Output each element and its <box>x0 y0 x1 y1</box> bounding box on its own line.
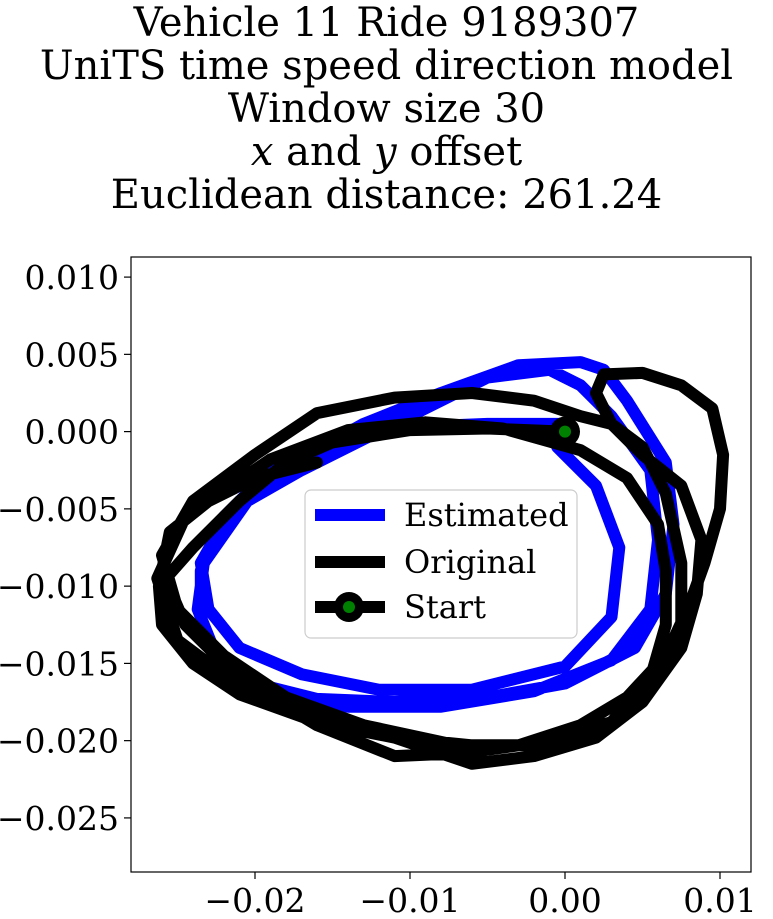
legend-start-label: Start <box>404 588 486 626</box>
legend: Estimated Original Start <box>304 489 578 639</box>
y-tick-label: 0.000 <box>25 413 119 452</box>
start-point-inner <box>559 425 571 438</box>
x-tick-label: −0.01 <box>359 881 460 919</box>
title-line-3: Window size 30 <box>227 86 546 132</box>
legend-start-marker-inner <box>343 601 355 613</box>
title-y-symbol: y <box>374 129 397 175</box>
chart-title: Vehicle 11 Ride 9189307 UniTS time speed… <box>0 2 773 217</box>
data-layer <box>151 356 730 770</box>
y-tick-label: 0.010 <box>25 258 119 297</box>
x-tick-label: −0.02 <box>204 881 305 919</box>
axes-frame <box>130 256 752 873</box>
legend-estimated-label: Estimated <box>404 496 569 534</box>
y-tick-label: 0.005 <box>25 335 119 374</box>
title-offset-word: offset <box>396 129 523 175</box>
title-x-symbol: x <box>250 129 274 175</box>
y-tick-label: −0.020 <box>0 722 119 761</box>
y-tick-label: −0.025 <box>0 799 119 838</box>
y-axis: 0.010 0.005 0.000 −0.005 −0.010 −0.015 −0.020 −… <box>0 258 131 838</box>
x-tick-label: 0.01 <box>683 881 756 919</box>
y-tick-label: −0.005 <box>0 490 119 529</box>
y-tick-label: −0.015 <box>0 644 119 683</box>
title-line-2: UniTS time speed direction model <box>39 43 734 89</box>
series-original-line <box>151 366 730 770</box>
y-tick-label: −0.010 <box>0 567 119 606</box>
legend-original-label: Original <box>404 543 536 581</box>
title-and-word: and <box>273 129 375 175</box>
title-line-4: x and y offset <box>0 131 773 174</box>
x-axis: −0.02 −0.01 0.00 0.01 <box>204 872 757 919</box>
title-line-1: Vehicle 11 Ride 9189307 <box>133 0 640 46</box>
x-tick-label: 0.00 <box>528 881 601 919</box>
title-line-5: Euclidean distance: 261.24 <box>110 172 663 218</box>
